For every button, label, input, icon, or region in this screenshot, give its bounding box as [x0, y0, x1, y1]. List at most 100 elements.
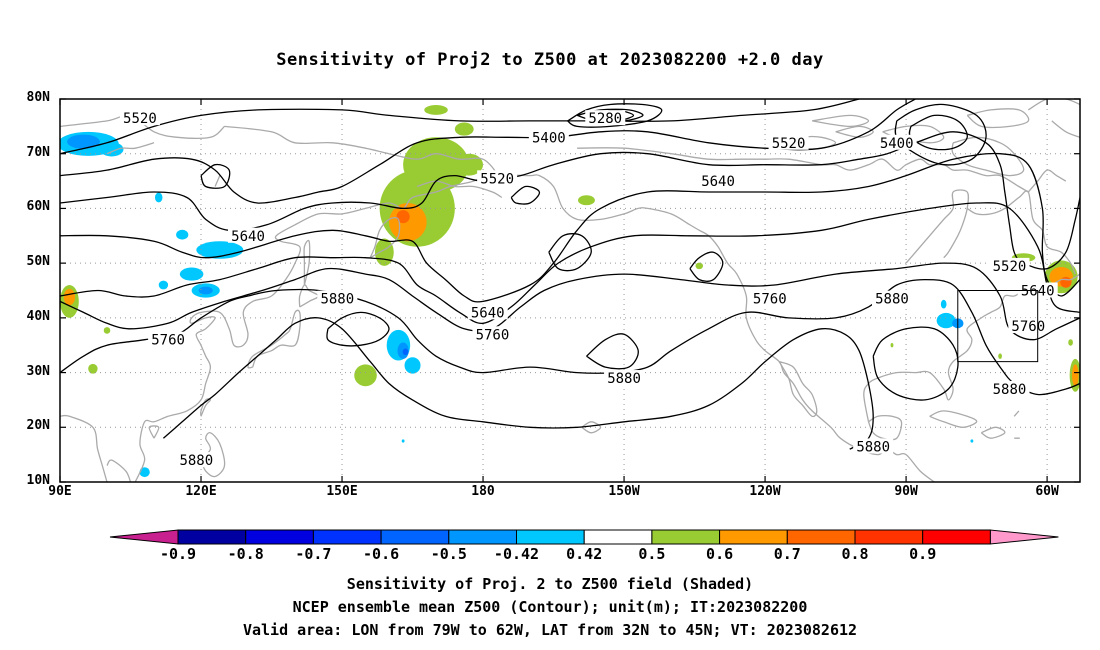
- contour-label-bg: [698, 173, 739, 189]
- z500-contour-line: [60, 131, 1080, 270]
- z500-contour-line: [326, 311, 390, 347]
- contour-label: 5520: [993, 259, 1027, 275]
- coastline: [60, 414, 108, 482]
- colorbar-segment: [177, 529, 247, 545]
- sensitivity-blob: [103, 327, 111, 334]
- lon-label: 90W: [894, 484, 918, 499]
- contour-label: 5880: [875, 292, 909, 308]
- colorbar-level-label: 0.6: [706, 545, 734, 563]
- coastline: [966, 108, 1030, 129]
- colorbar: [109, 529, 1059, 545]
- z500-contour-line: [586, 333, 639, 370]
- lon-label: 60W: [1035, 484, 1059, 499]
- sensitivity-blob: [403, 137, 469, 193]
- contour-label: 5880: [856, 439, 890, 455]
- contour-label: 5400: [532, 130, 566, 146]
- lon-label: 150E: [326, 484, 358, 499]
- contour-label-bg: [871, 290, 912, 306]
- z500-contour-line: [548, 233, 592, 272]
- contour-label-bg: [477, 170, 518, 186]
- sensitivity-blob: [1060, 276, 1072, 288]
- contour-label: 5760: [1011, 319, 1045, 335]
- lat-label: 80N: [26, 90, 50, 105]
- colorbar-segment: [719, 529, 788, 545]
- coastline: [303, 239, 311, 286]
- coastline: [60, 114, 225, 139]
- coastline: [812, 114, 870, 128]
- z500-contour-line: [567, 103, 663, 128]
- colorbar-segment: [786, 529, 856, 545]
- contour-label-bg: [989, 380, 1030, 396]
- colorbar-segment: [651, 529, 721, 545]
- coastline: [951, 136, 1025, 177]
- colorbar-level-label: -0.42: [493, 545, 540, 563]
- contour-label-bg: [585, 110, 626, 126]
- contour-label-bg: [176, 452, 217, 468]
- contour-label: 5520: [123, 111, 157, 127]
- sensitivity-blob: [695, 262, 704, 270]
- coastline: [247, 309, 301, 369]
- colorbar-level-label: 0.7: [773, 545, 801, 563]
- sensitivity-blob: [374, 238, 394, 266]
- colorbar-level-label: 0.8: [841, 545, 869, 563]
- contour-label: 5880: [607, 371, 641, 387]
- sensitivity-blob: [970, 439, 974, 443]
- contour-label-bg: [604, 370, 645, 386]
- coastline: [905, 189, 970, 264]
- coastline: [1051, 120, 1080, 138]
- coastline: [1027, 169, 1067, 193]
- sensitivity-blob: [1068, 339, 1073, 346]
- contour-label: 5400: [880, 136, 914, 152]
- colorbar-segment: [380, 529, 450, 545]
- contour-label: 5280: [588, 111, 622, 127]
- sensitivity-blob: [67, 134, 100, 149]
- colorbar-level-label: -0.9: [159, 545, 197, 563]
- sensitivity-blob: [139, 467, 150, 478]
- lat-label: 50N: [26, 254, 50, 270]
- colorbar-level-label: -0.7: [295, 545, 332, 563]
- sensitivity-blob: [198, 286, 213, 295]
- coastline: [298, 284, 320, 308]
- lat-label: 10N: [26, 473, 50, 488]
- sensitivity-blob: [88, 363, 98, 374]
- sensitivity-blob: [454, 122, 474, 136]
- sensitivity-blob: [890, 343, 894, 348]
- sensitivity-blob: [402, 348, 409, 356]
- sensitivity-blob: [176, 229, 189, 240]
- contour-label-bg: [1008, 318, 1049, 334]
- lat-label: 60N: [26, 199, 50, 215]
- contour-label-bg: [528, 129, 569, 145]
- colorbar-high-extend: [989, 529, 1059, 545]
- z500-contour-line: [60, 99, 860, 155]
- map-frame: [59, 98, 1081, 483]
- caption-line-3: Valid area: LON from 79W to 62W, LAT fro…: [242, 621, 858, 639]
- contour-label: 5760: [476, 327, 510, 343]
- contour-label-bg: [228, 227, 269, 243]
- contour-label-bg: [749, 290, 790, 306]
- lat-label: 20N: [26, 418, 50, 434]
- sensitivity-blob: [354, 364, 377, 387]
- coastline: [224, 125, 498, 178]
- coastline: [966, 190, 1076, 275]
- contour-label: 5760: [753, 292, 787, 308]
- contour-label-bg: [119, 110, 160, 126]
- valid-area-box: [957, 290, 1039, 363]
- contour-label-bg: [853, 438, 894, 454]
- sensitivity-blob: [936, 312, 956, 329]
- colorbar-level-label: 0.9: [909, 545, 937, 563]
- lat-label: 70N: [26, 144, 50, 160]
- sensitivity-blob: [1072, 364, 1079, 387]
- sensitivity-blob: [99, 142, 124, 157]
- z500-contour-line: [200, 163, 231, 189]
- graticule: [60, 99, 1080, 482]
- contour-label: 5520: [480, 171, 514, 187]
- coastline: [980, 426, 1006, 439]
- sensitivity-blob: [404, 357, 421, 374]
- contour-label: 5880: [179, 453, 213, 469]
- sensitivity-blob: [396, 210, 410, 224]
- contour-label-bg: [876, 134, 917, 150]
- caption-line-2: NCEP ensemble mean Z500 (Contour); unit(…: [292, 598, 808, 616]
- colorbar-segment: [922, 529, 991, 545]
- contour-label-bg: [768, 134, 809, 150]
